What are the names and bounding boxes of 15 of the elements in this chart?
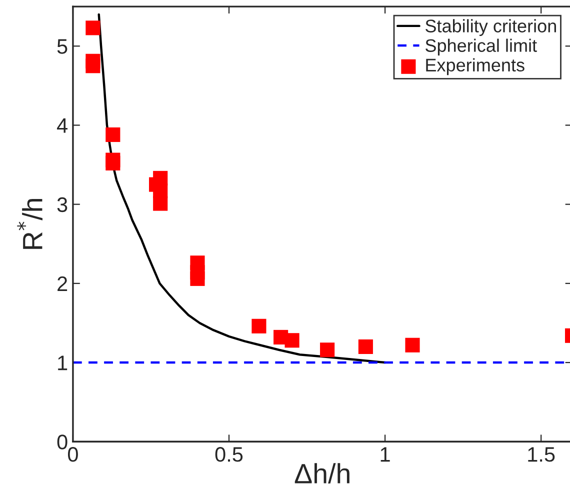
- y-tick-label: 3: [57, 197, 68, 212]
- y-tick-label: 0: [57, 434, 68, 450]
- y-tick-label: 1: [58, 356, 68, 370]
- legend-label: Experiments: [426, 58, 524, 76]
- legend-label: Spherical limit: [426, 38, 537, 56]
- x-tick-label: 0.5: [215, 447, 243, 462]
- y-tick-label: 5: [57, 39, 68, 54]
- x-tick-label: 1.5: [528, 447, 555, 462]
- legend-label: Stability criterion: [426, 19, 556, 36]
- x-tick-label: 0: [68, 447, 78, 462]
- y-axis-title: R$^{*}$/h: [17, 199, 42, 249]
- x-tick-label: 1: [380, 447, 390, 462]
- x-axis-title: Δh/h: [294, 463, 350, 484]
- y-tick-label: 2: [58, 276, 68, 291]
- y-tick-label: 4: [56, 118, 68, 133]
